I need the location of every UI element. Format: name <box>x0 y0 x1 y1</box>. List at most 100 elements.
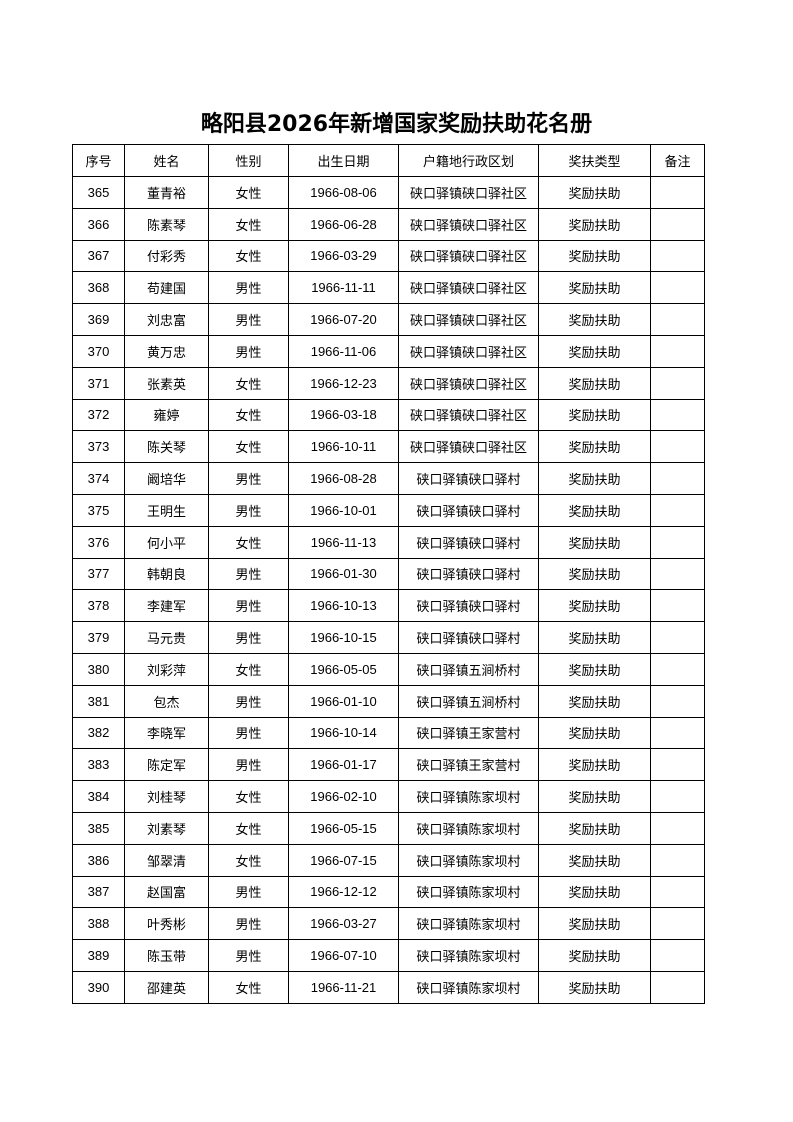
cell-birthdate: 1966-05-05 <box>288 652 399 686</box>
cell-birthdate: 1966-03-18 <box>288 398 399 432</box>
cell-household-region: 硖口驿镇硖口驿社区 <box>398 366 539 400</box>
cell-household-region: 硖口驿镇陈家坝村 <box>398 939 539 972</box>
cell-name: 董青裕 <box>124 176 209 209</box>
cell-index: 377 <box>72 557 125 591</box>
cell-index: 374 <box>72 462 125 495</box>
cell-index: 378 <box>72 589 125 623</box>
cell-birthdate: 1966-10-01 <box>288 493 399 527</box>
cell-support-type: 奖励扶助 <box>538 939 651 972</box>
cell-birthdate: 1966-10-14 <box>288 716 399 750</box>
cell-gender: 女性 <box>208 239 289 273</box>
page-title: 略阳县2026年新增国家奖励扶助花名册 <box>200 112 593 137</box>
cell-gender: 男性 <box>208 271 289 305</box>
cell-birthdate: 1966-10-15 <box>288 621 399 654</box>
cell-household-region: 硖口驿镇硖口驿村 <box>398 525 539 559</box>
cell-gender: 男性 <box>208 621 289 654</box>
cell-gender: 男性 <box>208 939 289 972</box>
cell-household-region: 硖口驿镇硖口驿社区 <box>398 334 539 368</box>
cell-support-type: 奖励扶助 <box>538 303 651 336</box>
table-row: 369 刘忠富 男性 1966-07-20 硖口驿镇硖口驿社区 奖励扶助 <box>72 303 705 336</box>
cell-index: 366 <box>72 207 125 241</box>
cell-birthdate: 1966-03-29 <box>288 239 399 273</box>
cell-index: 367 <box>72 239 125 273</box>
cell-name: 刘彩萍 <box>124 652 209 686</box>
cell-name: 韩朝良 <box>124 557 209 591</box>
header-gender: 性别 <box>208 144 289 177</box>
cell-remarks <box>650 970 705 1004</box>
cell-name: 阚培华 <box>124 462 209 495</box>
cell-household-region: 硖口驿镇王家营村 <box>398 716 539 750</box>
table-row: 365 董青裕 女性 1966-08-06 硖口驿镇硖口驿社区 奖励扶助 <box>72 176 705 209</box>
cell-household-region: 硖口驿镇硖口驿社区 <box>398 303 539 336</box>
cell-support-type: 奖励扶助 <box>538 239 651 273</box>
cell-index: 376 <box>72 525 125 559</box>
cell-household-region: 硖口驿镇陈家坝村 <box>398 780 539 813</box>
cell-remarks <box>650 621 705 654</box>
cell-name: 赵国富 <box>124 875 209 909</box>
cell-birthdate: 1966-10-11 <box>288 430 399 464</box>
roster-table: 序号 姓名 性别 出生日期 户籍地行政区划 奖扶类型 备注 365 董青裕 女性 19… <box>72 144 705 1004</box>
cell-gender: 男性 <box>208 684 289 718</box>
cell-name: 王明生 <box>124 493 209 527</box>
cell-remarks <box>650 907 705 941</box>
cell-name: 刘桂琴 <box>124 780 209 813</box>
cell-name: 邹翠清 <box>124 843 209 877</box>
cell-name: 何小平 <box>124 525 209 559</box>
cell-household-region: 硖口驿镇硖口驿村 <box>398 621 539 654</box>
cell-name: 张素英 <box>124 366 209 400</box>
cell-gender: 女性 <box>208 525 289 559</box>
header-support-type: 奖扶类型 <box>538 144 651 177</box>
cell-remarks <box>650 875 705 909</box>
cell-birthdate: 1966-02-10 <box>288 780 399 813</box>
table-row: 378 李建军 男性 1966-10-13 硖口驿镇硖口驿村 奖励扶助 <box>72 589 705 623</box>
cell-name: 马元贵 <box>124 621 209 654</box>
cell-name: 刘忠富 <box>124 303 209 336</box>
table-row: 387 赵国富 男性 1966-12-12 硖口驿镇陈家坝村 奖励扶助 <box>72 875 705 909</box>
cell-birthdate: 1966-12-12 <box>288 875 399 909</box>
cell-support-type: 奖励扶助 <box>538 748 651 782</box>
cell-name: 黄万忠 <box>124 334 209 368</box>
cell-gender: 男性 <box>208 493 289 527</box>
cell-gender: 男性 <box>208 334 289 368</box>
header-remarks: 备注 <box>650 144 705 177</box>
cell-household-region: 硖口驿镇王家营村 <box>398 748 539 782</box>
cell-household-region: 硖口驿镇陈家坝村 <box>398 843 539 877</box>
table-row: 388 叶秀彬 男性 1966-03-27 硖口驿镇陈家坝村 奖励扶助 <box>72 907 705 941</box>
cell-index: 368 <box>72 271 125 305</box>
cell-gender: 男性 <box>208 462 289 495</box>
cell-index: 387 <box>72 875 125 909</box>
cell-support-type: 奖励扶助 <box>538 811 651 845</box>
cell-remarks <box>650 652 705 686</box>
cell-support-type: 奖励扶助 <box>538 875 651 909</box>
table-row: 372 雍婷 女性 1966-03-18 硖口驿镇硖口驿社区 奖励扶助 <box>72 398 705 432</box>
cell-household-region: 硖口驿镇硖口驿社区 <box>398 239 539 273</box>
cell-birthdate: 1966-06-28 <box>288 207 399 241</box>
cell-gender: 女性 <box>208 366 289 400</box>
cell-remarks <box>650 811 705 845</box>
cell-index: 383 <box>72 748 125 782</box>
cell-remarks <box>650 525 705 559</box>
cell-gender: 女性 <box>208 176 289 209</box>
cell-support-type: 奖励扶助 <box>538 557 651 591</box>
cell-support-type: 奖励扶助 <box>538 843 651 877</box>
table-row: 380 刘彩萍 女性 1966-05-05 硖口驿镇五涧桥村 奖励扶助 <box>72 652 705 686</box>
cell-gender: 女性 <box>208 843 289 877</box>
table-row: 389 陈玉带 男性 1966-07-10 硖口驿镇陈家坝村 奖励扶助 <box>72 939 705 972</box>
table-row: 374 阚培华 男性 1966-08-28 硖口驿镇硖口驿村 奖励扶助 <box>72 462 705 495</box>
header-row: 序号 姓名 性别 出生日期 户籍地行政区划 奖扶类型 备注 <box>72 144 705 177</box>
cell-gender: 女性 <box>208 652 289 686</box>
cell-birthdate: 1966-08-28 <box>288 462 399 495</box>
table-row: 371 张素英 女性 1966-12-23 硖口驿镇硖口驿社区 奖励扶助 <box>72 366 705 400</box>
table-row: 383 陈定军 男性 1966-01-17 硖口驿镇王家营村 奖励扶助 <box>72 748 705 782</box>
cell-birthdate: 1966-07-10 <box>288 939 399 972</box>
cell-name: 李建军 <box>124 589 209 623</box>
cell-remarks <box>650 843 705 877</box>
cell-index: 382 <box>72 716 125 750</box>
cell-birthdate: 1966-07-20 <box>288 303 399 336</box>
cell-remarks <box>650 684 705 718</box>
cell-support-type: 奖励扶助 <box>538 366 651 400</box>
cell-index: 379 <box>72 621 125 654</box>
cell-household-region: 硖口驿镇陈家坝村 <box>398 875 539 909</box>
cell-household-region: 硖口驿镇硖口驿村 <box>398 462 539 495</box>
cell-gender: 女性 <box>208 207 289 241</box>
